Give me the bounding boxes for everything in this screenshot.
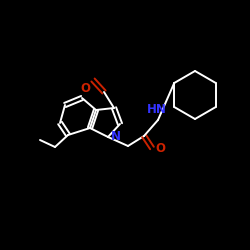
Text: O: O (155, 142, 165, 154)
Text: HN: HN (147, 103, 167, 116)
Text: N: N (111, 130, 121, 143)
Text: O: O (80, 82, 90, 95)
